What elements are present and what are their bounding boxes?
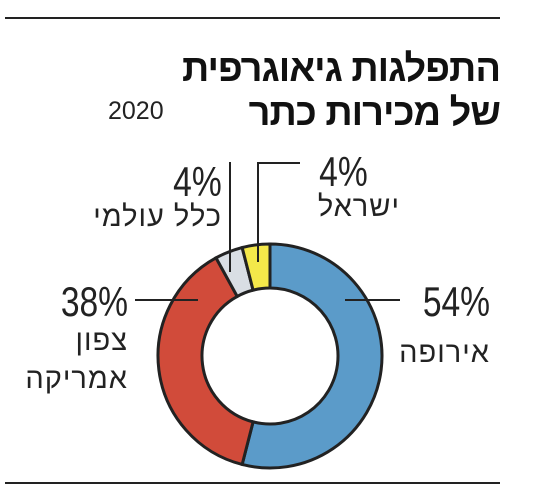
category-label: צפון אמריקה bbox=[25, 325, 128, 395]
title-line: התפלגות גיאוגרפית bbox=[182, 48, 501, 90]
donut bbox=[156, 242, 384, 470]
value-label: 4% bbox=[173, 158, 222, 205]
title-line: של מכירות כתר bbox=[248, 92, 501, 134]
value-label: 54% bbox=[422, 278, 490, 325]
subtitle: 2020 bbox=[108, 97, 164, 125]
donut-segment bbox=[156, 255, 255, 467]
value-label: 4% bbox=[319, 148, 368, 195]
category-label: כלל עולמי bbox=[93, 201, 222, 233]
leaders bbox=[135, 162, 400, 301]
leader-line bbox=[257, 162, 300, 262]
donut-segment bbox=[240, 242, 272, 292]
category-label: ישראל bbox=[317, 191, 400, 223]
category-label: אירופה bbox=[399, 337, 490, 369]
value-label: 38% bbox=[60, 278, 128, 325]
